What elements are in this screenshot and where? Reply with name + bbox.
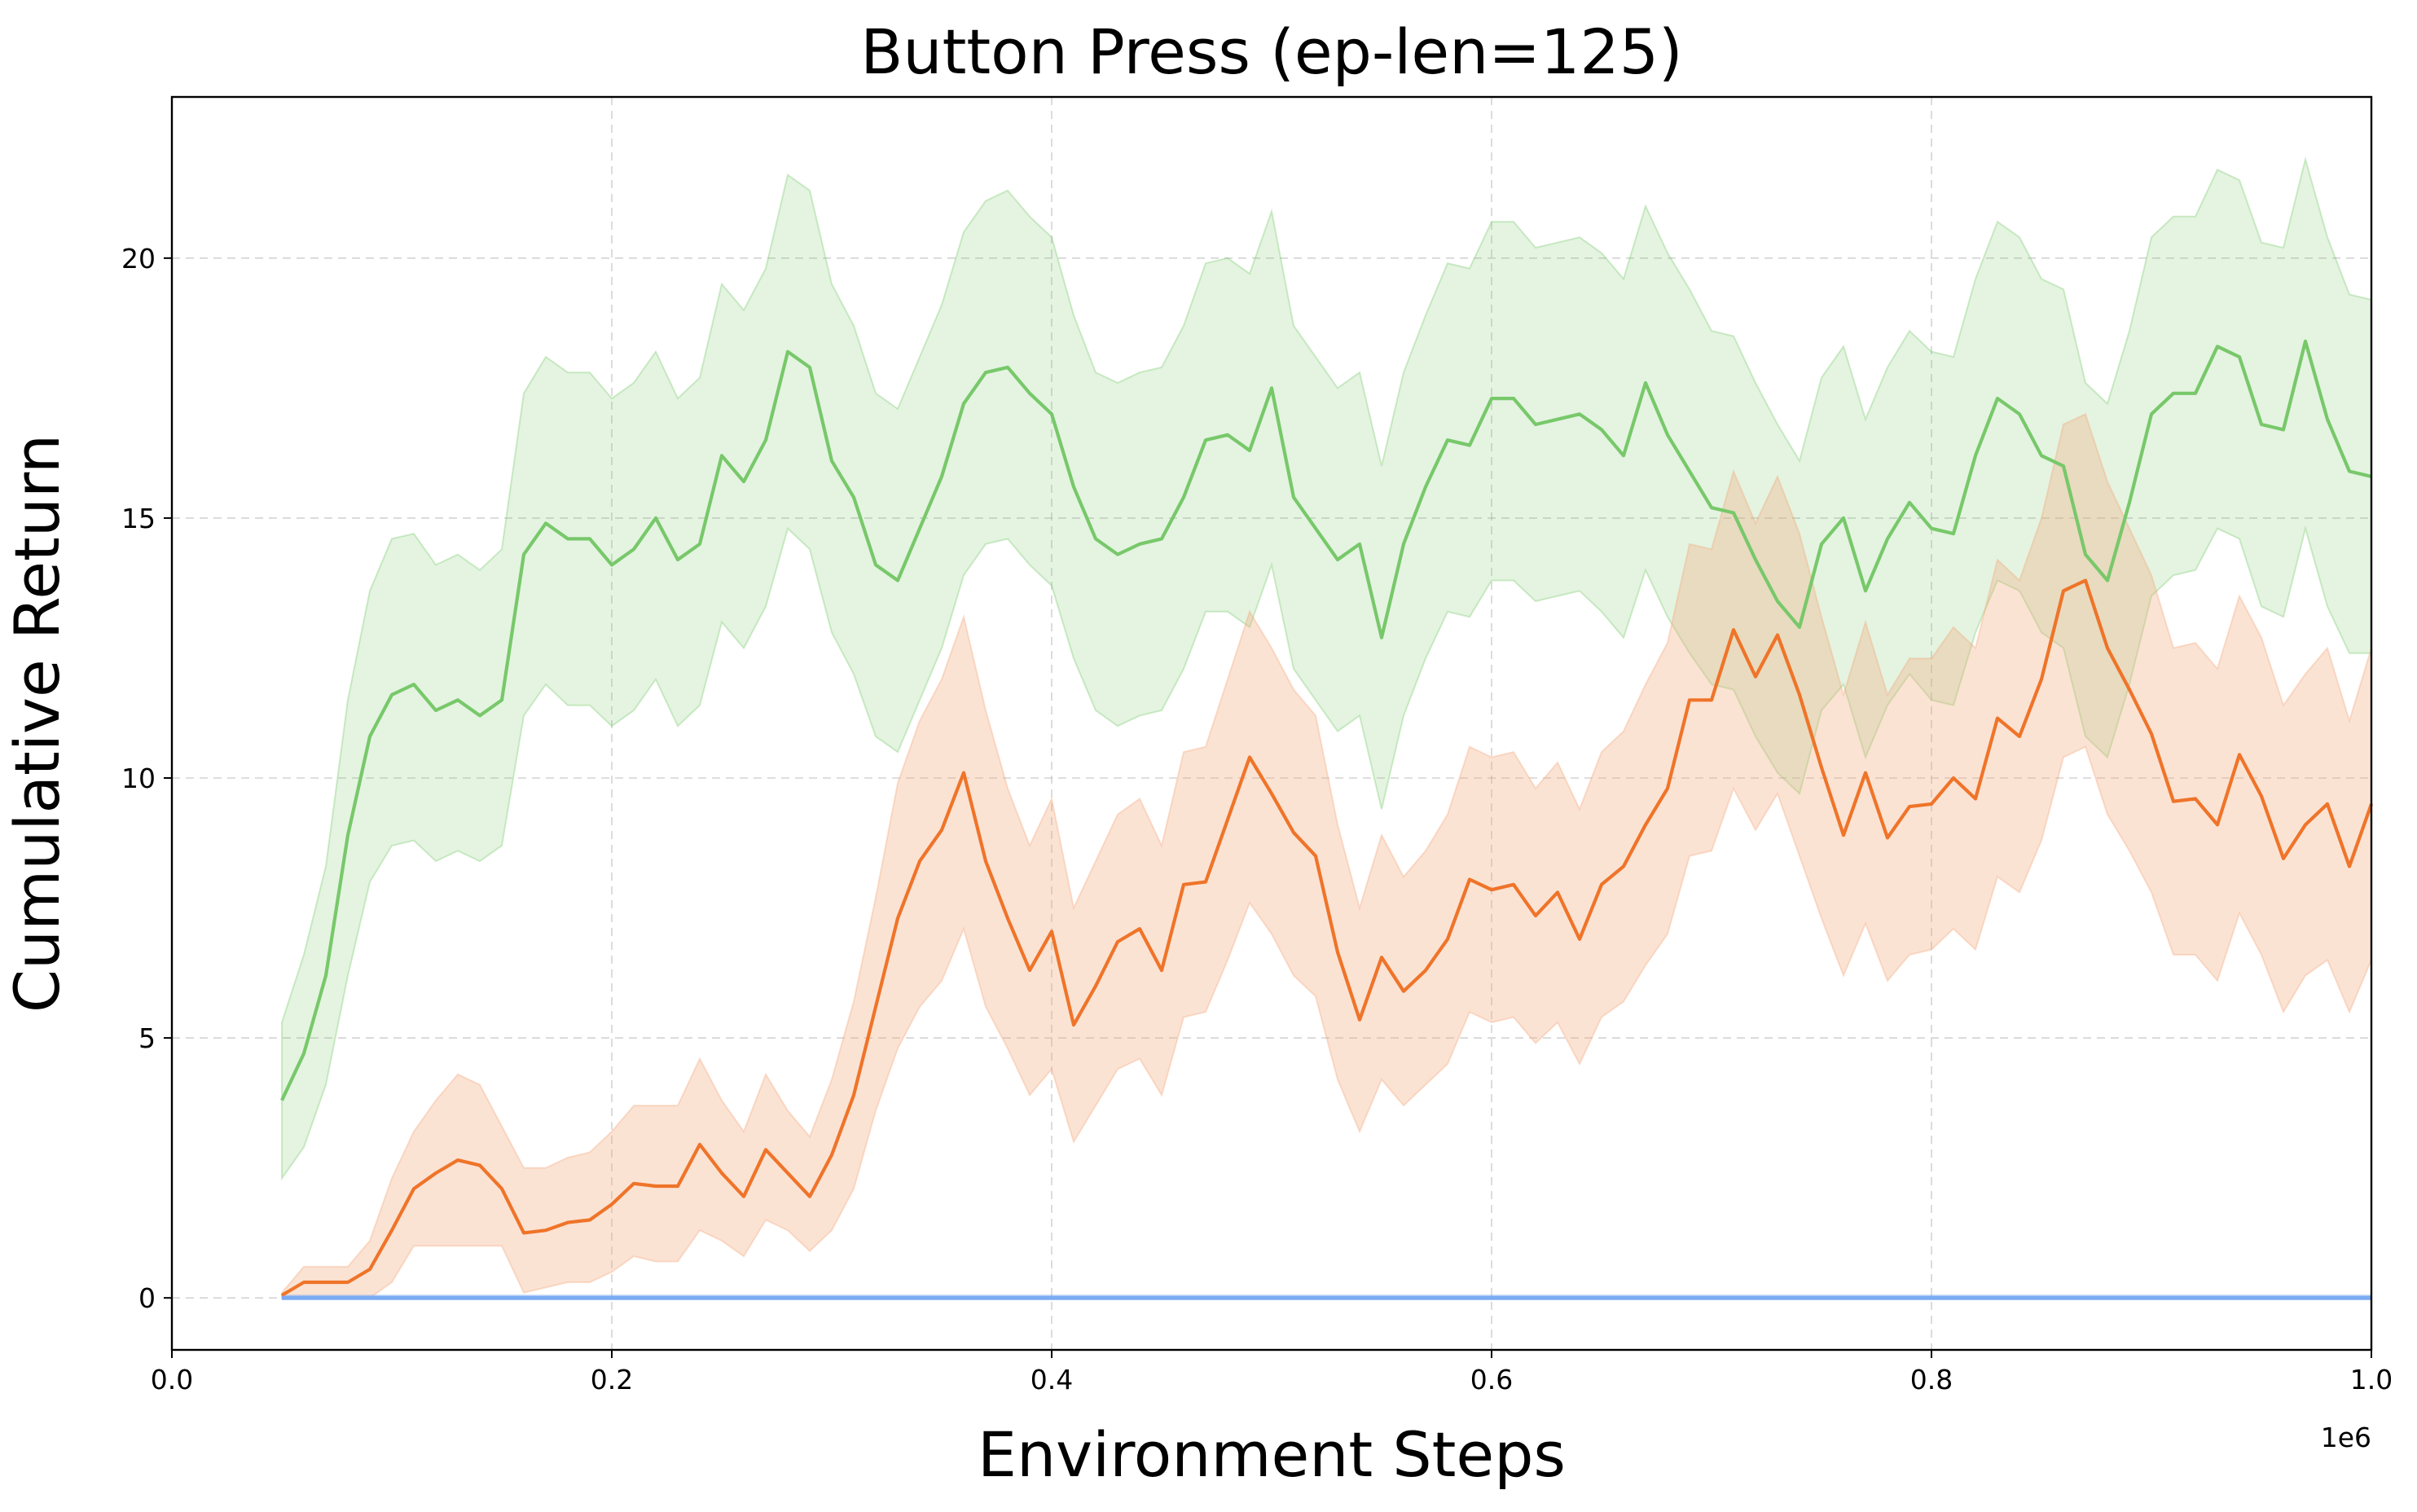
x-axis-label: Environment Steps	[978, 1418, 1566, 1491]
y-tick-label: 15	[121, 503, 156, 534]
x-tick-label: 1.0	[2350, 1364, 2393, 1396]
x-tick-label: 0.4	[1031, 1364, 1073, 1396]
x-tick-label: 0.6	[1470, 1364, 1513, 1396]
chart-title: Button Press (ep-len=125)	[860, 15, 1682, 88]
series-2-line	[280, 578, 2373, 1297]
x-axis-offset-label: 1e6	[2321, 1422, 2371, 1453]
series-lines	[280, 339, 2373, 1300]
x-tick-label: 0.8	[1910, 1364, 1953, 1396]
y-tick-label: 0	[138, 1282, 156, 1314]
x-tick-label: 0.0	[151, 1364, 193, 1396]
confidence-bands	[281, 156, 2372, 1299]
y-axis-label: Cumulative Return	[1, 434, 73, 1013]
x-tick-label: 0.2	[591, 1364, 633, 1396]
series-1-line	[280, 339, 2372, 1101]
axis-ticks: 0.0 0.2 0.4 0.6 0.8 1.0 0 5 10 15 20	[121, 243, 2393, 1396]
y-tick-label: 20	[121, 243, 156, 275]
y-tick-label: 10	[121, 763, 156, 794]
y-tick-label: 5	[138, 1022, 156, 1054]
plot-frame	[170, 95, 2373, 1352]
